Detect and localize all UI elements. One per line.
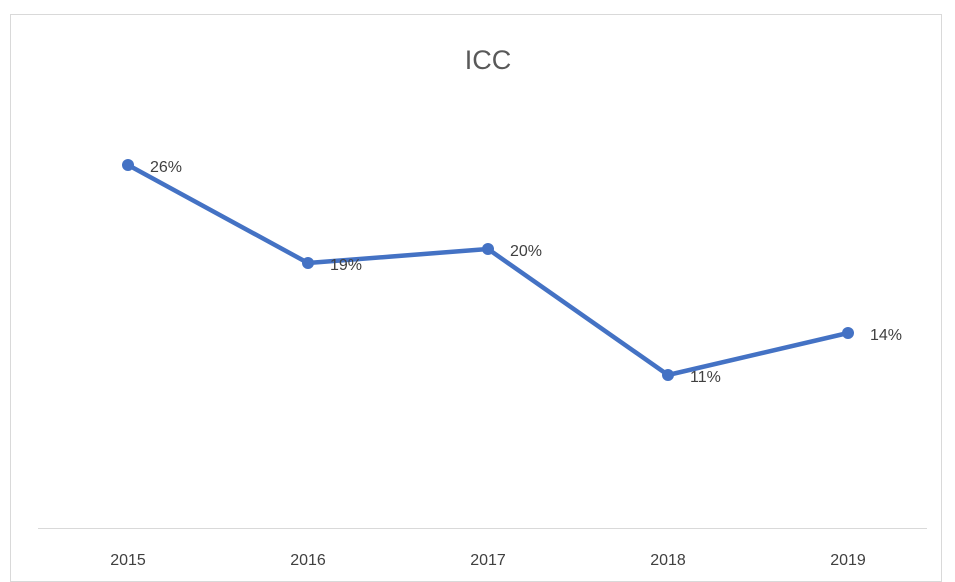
data-point	[842, 327, 854, 339]
data-label: 26%	[150, 159, 182, 176]
data-label: 19%	[330, 257, 362, 274]
x-tick-label: 2015	[110, 552, 146, 569]
data-point	[662, 369, 674, 381]
data-label: 11%	[690, 369, 721, 386]
data-point	[482, 243, 494, 255]
chart-border	[10, 14, 942, 582]
x-tick-label: 2018	[650, 552, 686, 569]
data-label: 20%	[510, 243, 542, 260]
data-label: 14%	[870, 327, 902, 344]
x-tick-label: 2019	[830, 552, 866, 569]
data-point	[122, 159, 134, 171]
x-tick-label: 2017	[470, 552, 506, 569]
x-tick-label: 2016	[290, 552, 326, 569]
data-point	[302, 257, 314, 269]
chart-title: ICC	[465, 45, 512, 75]
